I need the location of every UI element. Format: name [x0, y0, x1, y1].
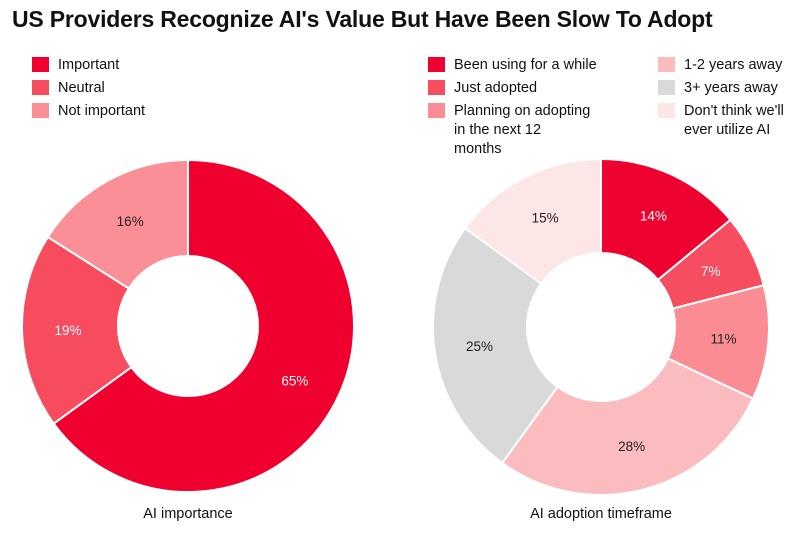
legend-swatch — [658, 103, 675, 118]
legend-swatch — [32, 103, 49, 118]
legend-item-1-2-years-away: 1-2 years away — [658, 56, 782, 75]
legend-swatch — [658, 57, 675, 72]
donut-ai-importance: 65% 19% 16% — [21, 158, 355, 493]
legend-label: Planning on adopting in the next 12 months — [454, 103, 591, 157]
slice-label-just-adopted: 7% — [701, 264, 721, 279]
legend-item-just-adopted: Just adopted — [428, 79, 537, 98]
legend-swatch — [32, 57, 49, 72]
legend-item-planning-on-adopting-in-the-next-12-months: Planning on adopting in the next 12 months — [428, 102, 590, 159]
slice-1-2-years-away — [500, 357, 755, 496]
slice-label-been-using-for-a-while: 14% — [640, 209, 667, 224]
legend-item-not-important: Not important — [32, 102, 145, 121]
legend-item-been-using-for-a-while: Been using for a while — [428, 56, 597, 75]
slice-label-1-2-years-away: 28% — [618, 439, 645, 454]
legend-label: Neutral — [58, 80, 105, 96]
legend-label: 3+ years away — [684, 80, 778, 96]
legend-swatch — [428, 80, 445, 95]
legend-item-3-years-away: 3+ years away — [658, 79, 778, 98]
slice-label-not-important: 16% — [117, 214, 144, 229]
slice-neutral — [21, 235, 133, 425]
slice-don-t-think-we-ll-ever-utilize-ai — [463, 157, 602, 285]
legend-swatch — [658, 80, 675, 95]
caption-ai-importance: AI importance — [143, 506, 233, 522]
legend-label: Not important — [58, 103, 146, 119]
legend-label: Important — [58, 57, 120, 73]
legend-swatch — [32, 80, 49, 95]
slice-label-neutral: 19% — [55, 323, 82, 338]
slice-3-years-away — [432, 226, 559, 465]
legend-item-neutral: Neutral — [32, 79, 105, 98]
donut-ai-adoption-timeframe: 14% 7% 11% 28% 25% 15% — [432, 157, 770, 496]
slice-label-planning-on-adopting-in-the-next-12-months: 11% — [710, 332, 736, 347]
slice-important — [52, 158, 355, 493]
slice-label-don-t-think-we-ll-ever-utilize-ai: 15% — [532, 210, 559, 225]
legend-swatch — [428, 103, 445, 118]
legend-label: Just adopted — [454, 80, 538, 96]
caption-ai-adoption: AI adoption timeframe — [530, 506, 672, 522]
legend-item-important: Important — [32, 56, 119, 75]
legend-swatch — [428, 57, 445, 72]
legend-item-don-t-think-we-ll-ever-utilize-ai: Don't think we'll ever utilize AI — [658, 102, 784, 140]
slice-label-important: 65% — [281, 373, 308, 388]
legend-label: 1-2 years away — [684, 57, 783, 73]
chart-main-title: US Providers Recognize AI's Value But Ha… — [12, 6, 713, 32]
slice-label-3-years-away: 25% — [466, 339, 493, 354]
slice-not-important — [46, 158, 189, 290]
legend-label: Don't think we'll ever utilize AI — [684, 103, 784, 138]
legend-label: Been using for a while — [454, 57, 597, 73]
